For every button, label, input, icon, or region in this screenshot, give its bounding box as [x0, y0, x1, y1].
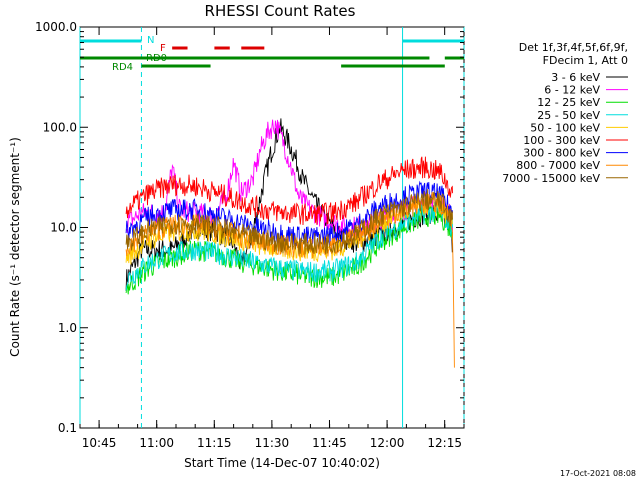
x-tick-label-5: 12:00 [370, 436, 405, 450]
y-tick-label-0: 0.1 [58, 421, 77, 435]
legend-label-2: 12 - 25 keV [537, 96, 600, 109]
series-line-5 [125, 156, 453, 226]
y-axis-ticks: 0.1 1.0 10.0 100.0 1000.0 [35, 20, 464, 435]
x-axis-label: Start Time (14-Dec-07 10:40:02) [184, 456, 380, 470]
state-label-n: N [147, 35, 154, 46]
legend-label-3: 25 - 50 keV [537, 109, 600, 122]
y-axis-label: Count Rate (s⁻¹ detector segment⁻¹) [8, 137, 22, 357]
state-label-f: F [160, 43, 166, 54]
series-line-8 [125, 189, 453, 255]
x-tick-label-1: 11:00 [139, 436, 174, 450]
y-tick-label-1: 1.0 [58, 321, 77, 335]
legend-label-1: 6 - 12 keV [544, 84, 600, 97]
y-tick-label-2: 10.0 [50, 221, 77, 235]
series-line-3 [125, 201, 453, 291]
x-tick-label-6: 12:15 [427, 436, 462, 450]
x-tick-label-0: 10:45 [82, 436, 117, 450]
legend-label-4: 50 - 100 keV [530, 121, 600, 134]
legend-header-line-2: FDecim 1, Att 0 [543, 54, 628, 67]
legend-label-5: 100 - 300 keV [523, 134, 600, 147]
y-tick-label-4: 1000.0 [35, 20, 77, 34]
state-label-rd4: RD4 [112, 62, 133, 73]
series-line-7 [125, 191, 455, 368]
timestamp: 17-Oct-2021 08:08 [560, 469, 636, 478]
x-axis-ticks: 10:45 11:00 11:15 11:30 11:45 12:00 12:15 [79, 27, 465, 450]
legend-label-6: 300 - 800 keV [523, 147, 600, 160]
x-tick-label-4: 11:45 [312, 436, 347, 450]
chart-title: RHESSI Count Rates [205, 2, 356, 20]
state-label-rd0: RD0 [146, 53, 167, 64]
y-tick-label-3: 100.0 [43, 120, 77, 134]
legend-label-7: 800 - 7000 keV [516, 159, 600, 172]
x-tick-label-2: 11:15 [197, 436, 232, 450]
series-line-4 [125, 194, 453, 265]
legend: Det 1f,3f,4f,5f,6f,9f, FDecim 1, Att 0 3… [502, 41, 628, 185]
x-tick-label-3: 11:30 [255, 436, 290, 450]
legend-header-line-1: Det 1f,3f,4f,5f,6f,9f, [519, 41, 628, 54]
legend-label-8: 7000 - 15000 keV [502, 172, 600, 185]
legend-label-0: 3 - 6 keV [551, 71, 600, 84]
